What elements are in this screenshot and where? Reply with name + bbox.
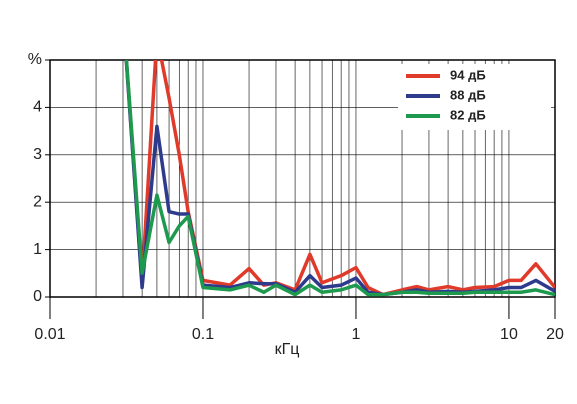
y-tick-label: % [28,51,42,68]
y-tick-label: 2 [33,193,42,210]
legend: 94 дБ 88 дБ 82 дБ [406,67,486,122]
x-tick-label: 0.1 [192,326,214,343]
legend-label: 88 дБ [450,87,486,102]
series-line [124,60,555,297]
lines [124,60,555,297]
y-tick-label: 4 [33,99,42,116]
legend-label: 94 дБ [450,67,486,82]
ticks: 0 1 2 3 4% 0.01 0.1 1 10 20 [28,51,564,343]
x-tick-label: 20 [546,326,564,343]
x-axis-label: кГц [275,341,300,358]
y-tick-label: 0 [33,288,42,305]
x-tick-label: 0.01 [34,326,65,343]
legend-label: 82 дБ [450,107,486,122]
y-tick-label: 1 [33,241,42,258]
y-tick-label: 3 [33,146,42,163]
series-line [124,60,555,297]
x-tick-label: 10 [500,326,518,343]
x-tick-label: 1 [352,326,361,343]
